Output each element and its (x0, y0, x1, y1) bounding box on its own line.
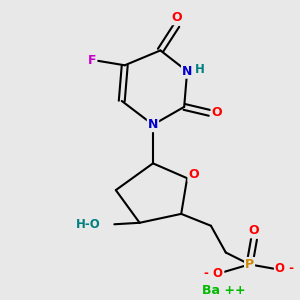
Text: N: N (148, 118, 158, 131)
Text: H-O: H-O (76, 218, 101, 231)
Text: O: O (188, 168, 199, 181)
Text: O: O (212, 106, 222, 119)
Text: P: P (245, 258, 254, 271)
Text: F: F (88, 54, 96, 67)
Text: - O: - O (204, 267, 224, 280)
Text: O: O (171, 11, 182, 24)
Text: N: N (182, 65, 192, 78)
Text: O: O (249, 224, 259, 237)
Text: Ba ++: Ba ++ (202, 284, 246, 297)
Text: H: H (195, 63, 205, 76)
Text: O -: O - (275, 262, 294, 275)
